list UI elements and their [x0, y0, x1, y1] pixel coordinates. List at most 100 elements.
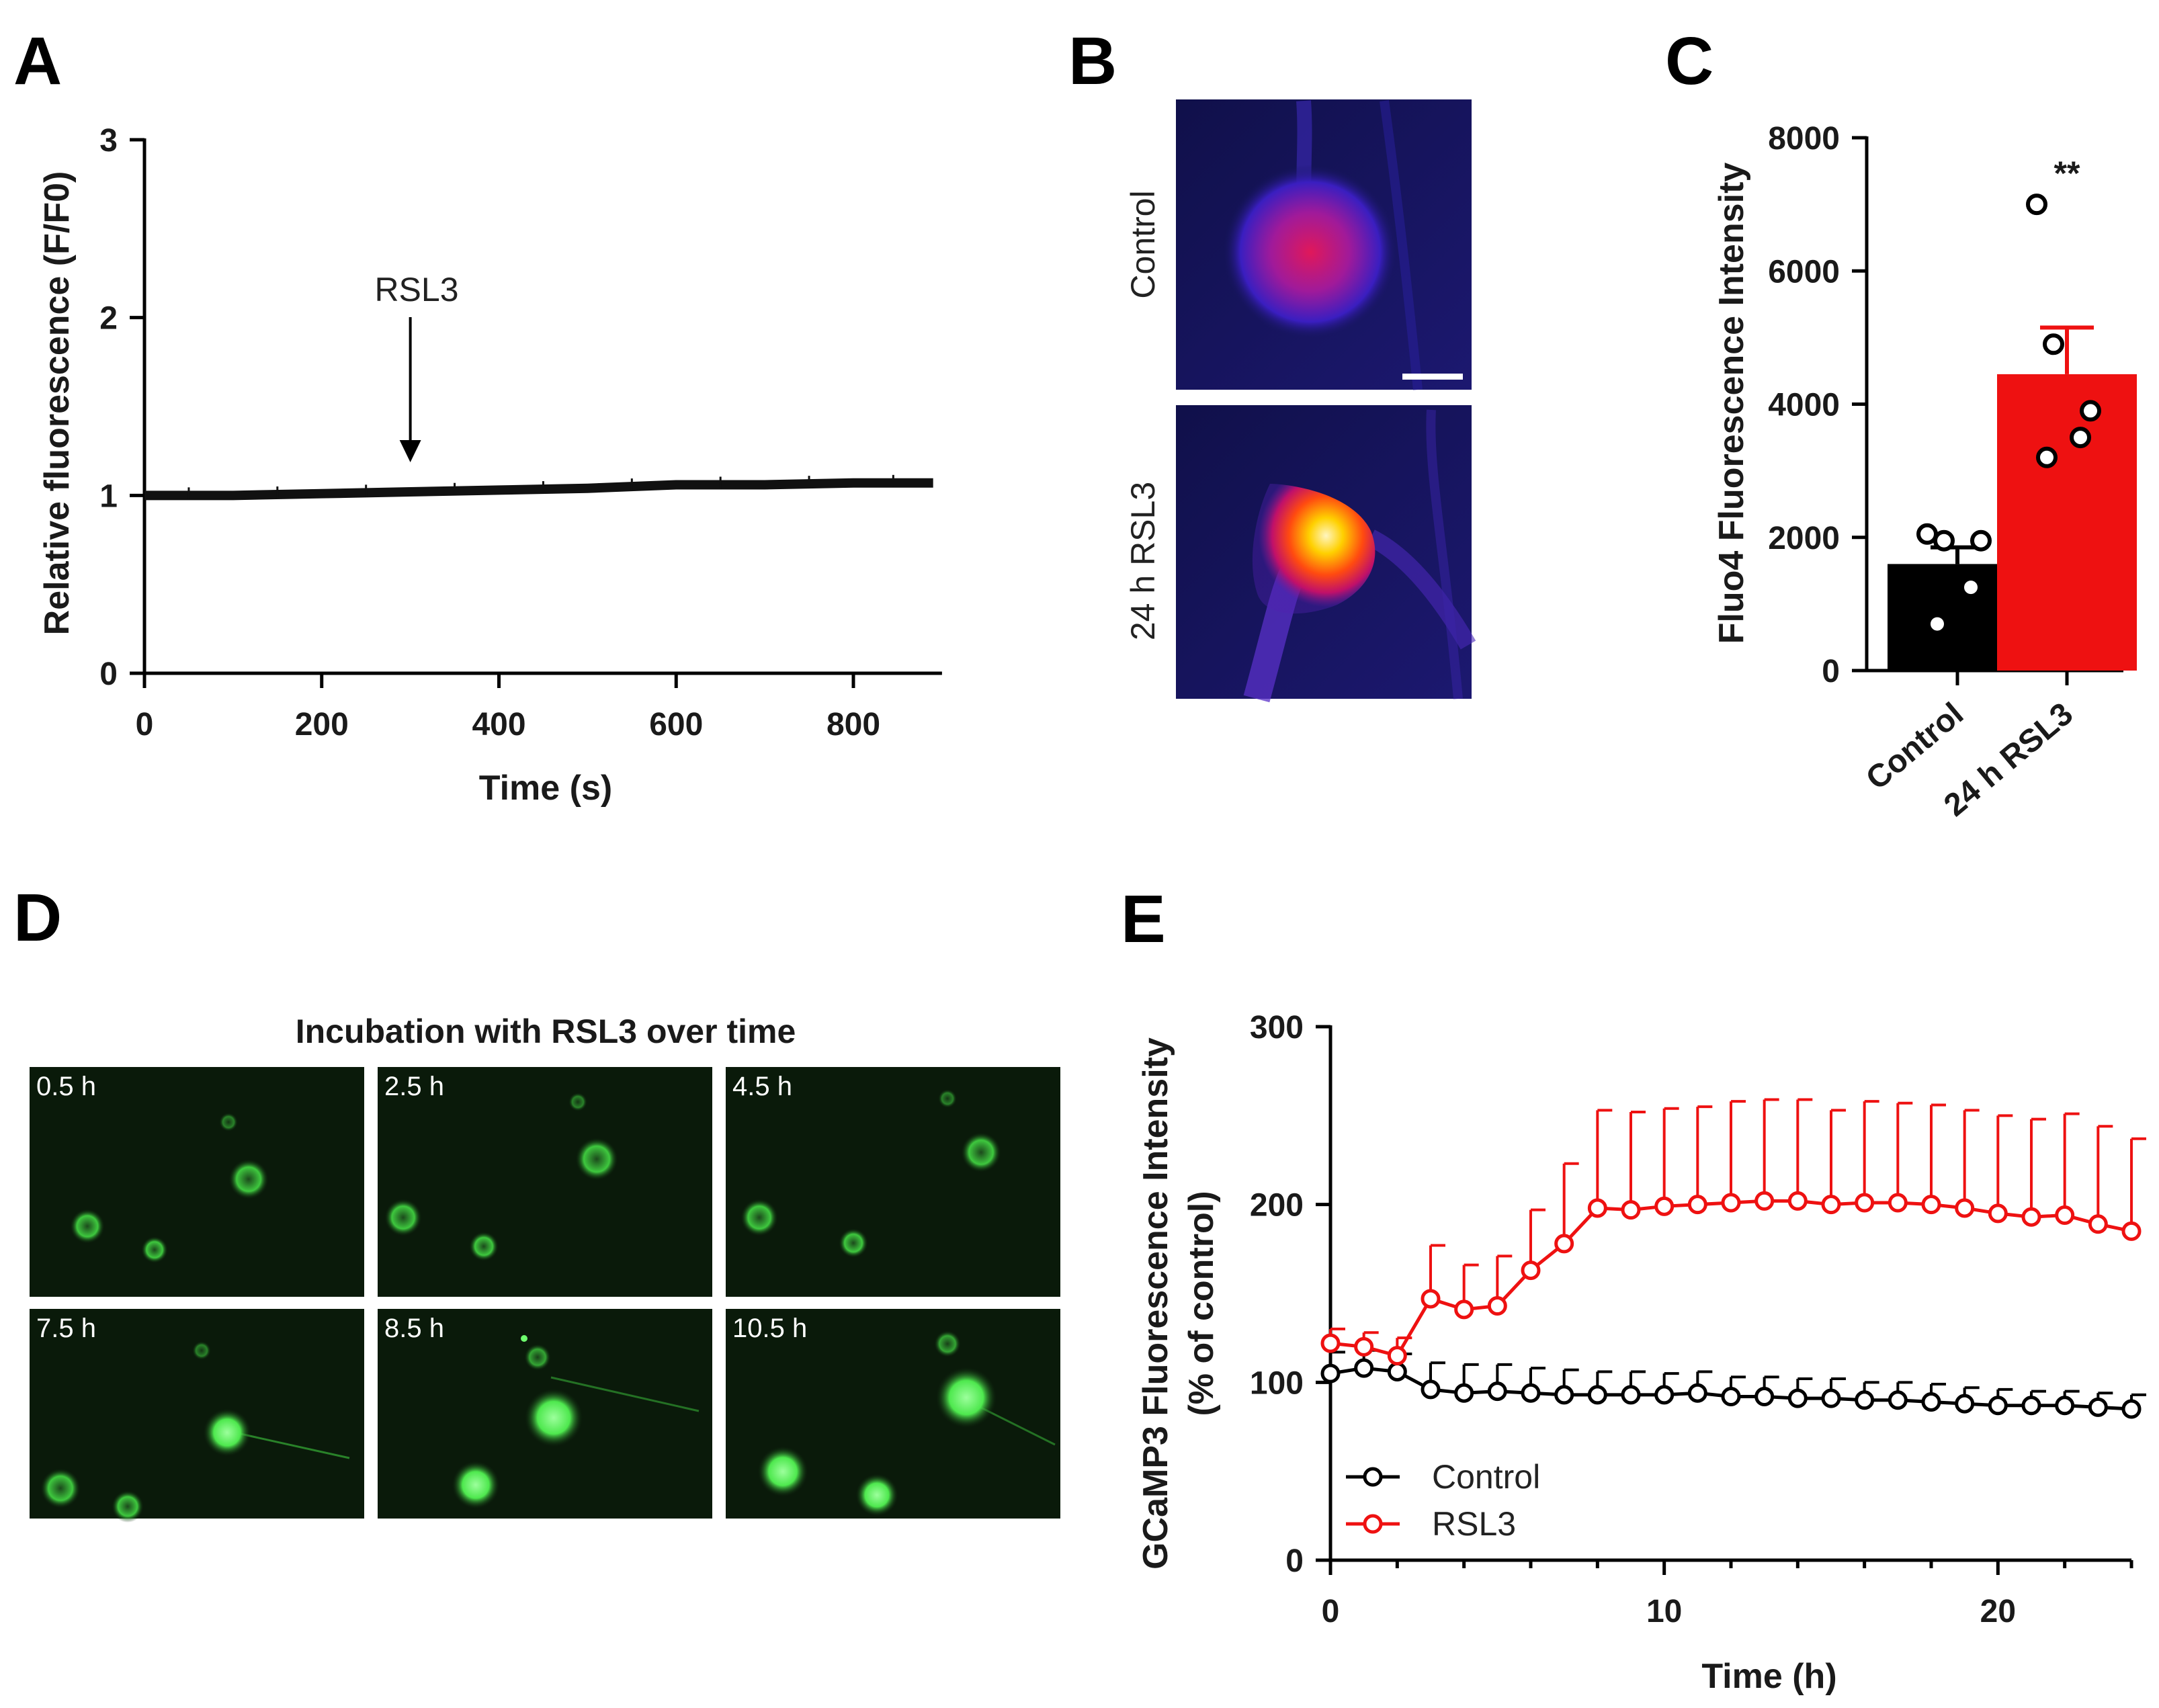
chart-e-rsl3-point — [1687, 1195, 1707, 1215]
chart-e-legend-marker — [1363, 1514, 1383, 1534]
chart-e-rsl3-point — [2121, 1221, 2142, 1241]
chart-e-control-point — [1387, 1361, 1407, 1381]
chart-e-y-tick-label: 100 — [1250, 1365, 1304, 1401]
chart-e-xlabel: Time (h) — [1701, 1657, 1836, 1696]
chart-e-rsl3-point — [2055, 1205, 2075, 1226]
chart-e-control-point — [1621, 1385, 1641, 1405]
chart-a-annotation-arrowhead — [399, 440, 421, 462]
panel-letter-a: A — [13, 24, 62, 99]
chart-e-control-point — [1587, 1385, 1607, 1405]
chart-c-data-point — [2043, 333, 2064, 355]
chart-e-control-point — [1888, 1390, 1908, 1410]
chart-a-trace — [144, 478, 933, 501]
chart-c-data-point — [2026, 194, 2047, 216]
chart-c-data-point — [2080, 400, 2101, 422]
chart-e-control-point — [1921, 1392, 1941, 1412]
chart-e-rsl3-point — [1587, 1198, 1607, 1218]
chart-a-x-tick-label: 0 — [136, 707, 154, 742]
chart-c-data-point — [1960, 577, 1982, 599]
timepoint-label: 0.5 h — [36, 1072, 96, 1101]
chart-e-control-point — [1687, 1383, 1707, 1403]
chart-a-xlabel: Time (s) — [479, 769, 612, 808]
chart-e-rsl3-point — [1487, 1296, 1507, 1316]
timepoint-label: 4.5 h — [732, 1072, 792, 1101]
chart-e-control-point — [1955, 1394, 1975, 1414]
chart-c: Fluo4 Fluorescence Intensity ** 0 2000 400… — [1712, 121, 2137, 824]
chart-e-rsl3-point — [1621, 1200, 1641, 1220]
chart-e-rsl3-point — [1888, 1193, 1908, 1213]
scale-bar — [1402, 374, 1463, 380]
chart-e-rsl3-point — [1821, 1195, 1841, 1215]
panel-letter-c: C — [1665, 24, 1713, 99]
chart-e-control-point — [1988, 1396, 2008, 1416]
rsl3-label: 24 h RSL3 — [1124, 482, 1162, 640]
chart-e-control-point — [1487, 1381, 1507, 1402]
chart-c-y-tick-label: 4000 — [1768, 388, 1840, 423]
chart-c-significance: ** — [2054, 155, 2080, 192]
chart-e-control-point — [1521, 1383, 1541, 1403]
chart-e-control-point — [2021, 1396, 2041, 1416]
chart-e-rsl3-point — [1654, 1196, 1675, 1216]
chart-c-data-point — [2036, 446, 2058, 468]
chart-e-rsl3-point — [1421, 1289, 1441, 1309]
chart-e-rsl3-point — [1955, 1198, 1975, 1218]
panel-d-title: Incubation with RSL3 over time — [296, 1013, 796, 1050]
panel-letter-b: B — [1068, 24, 1117, 99]
chart-e-control-point — [1454, 1383, 1474, 1403]
chart-a-ylabel: Relative fluorescence (F/F0) — [38, 171, 77, 636]
chart-e-x-tick-label: 0 — [1322, 1594, 1340, 1629]
chart-c-data-point — [1933, 529, 1955, 552]
chart-e-control-point — [1554, 1385, 1574, 1405]
chart-e-rsl3-point — [1554, 1234, 1574, 1254]
chart-e-control-point — [1320, 1363, 1341, 1383]
panel-letter-d: D — [13, 880, 62, 955]
chart-c-y-tick-label: 8000 — [1768, 121, 1840, 157]
chart-e-rsl3-point — [1454, 1299, 1474, 1320]
control-cell — [1223, 165, 1398, 339]
chart-e-control-point — [2088, 1397, 2108, 1417]
chart-e-control-point — [1721, 1387, 1741, 1407]
chart-e-rsl3-point — [1988, 1203, 2008, 1224]
chart-a-annotation-rsl3: RSL3 — [374, 271, 458, 308]
chart-a-y-tick-label: 2 — [99, 301, 118, 337]
control-label: Control — [1124, 190, 1162, 298]
chart-e-control-point — [1354, 1358, 1374, 1378]
chart-e-rsl3-point — [1320, 1333, 1341, 1353]
chart-e-rsl3-point — [2021, 1207, 2041, 1227]
chart-a-x-tick-label: 600 — [649, 707, 703, 742]
chart-e-rsl3-point — [1354, 1336, 1374, 1357]
chart-e-rsl3-point — [2088, 1214, 2108, 1234]
chart-e-x-tick-label: 20 — [1980, 1594, 2016, 1629]
chart-a-x-tick-label: 200 — [295, 707, 349, 742]
chart-e-ylabel: GCaMP3 Fluorescence Intensity — [1136, 1037, 1175, 1570]
chart-c-y-tick-label: 0 — [1822, 654, 1840, 689]
chart-e-rsl3-point — [1754, 1191, 1775, 1211]
chart-e-control-point — [1654, 1385, 1675, 1405]
chart-a-x-tick-label: 800 — [827, 707, 880, 742]
micrograph-tile: 0.5 h — [30, 1067, 364, 1297]
chart-a-y-tick-label: 3 — [99, 123, 118, 159]
chart-e-control-point — [2121, 1399, 2142, 1419]
chart-c-y-tick-label: 6000 — [1768, 254, 1840, 290]
micrograph-tile: 7.5 h — [30, 1309, 364, 1523]
chart-e-control-point — [1821, 1388, 1841, 1408]
chart-c-data-point — [1927, 613, 1948, 635]
timepoint-label: 8.5 h — [384, 1314, 444, 1343]
chart-e-legend-label: RSL3 — [1432, 1505, 1516, 1543]
chart-e-rsl3-point — [1387, 1346, 1407, 1366]
chart-e-rsl3-line — [1330, 1199, 2132, 1358]
chart-e-y-tick-label: 0 — [1285, 1543, 1304, 1579]
micrograph-tile: 10.5 h — [726, 1309, 1060, 1519]
chart-e-rsl3-point — [1787, 1191, 1808, 1211]
chart-e-rsl3-point — [1521, 1261, 1541, 1281]
chart-a-y-tick-label: 1 — [99, 478, 118, 514]
panel-letter-e: E — [1121, 882, 1166, 957]
rsl3-cell — [1252, 484, 1375, 614]
chart-e-control-point — [1787, 1388, 1808, 1408]
timepoint-label: 10.5 h — [732, 1314, 807, 1343]
micrograph-tile: 8.5 h — [378, 1309, 712, 1519]
chart-e-y-tick-label: 300 — [1250, 1010, 1304, 1045]
chart-c-y-tick-label: 2000 — [1768, 521, 1840, 556]
chart-e-ylabel2: (% of control) — [1182, 1191, 1221, 1416]
